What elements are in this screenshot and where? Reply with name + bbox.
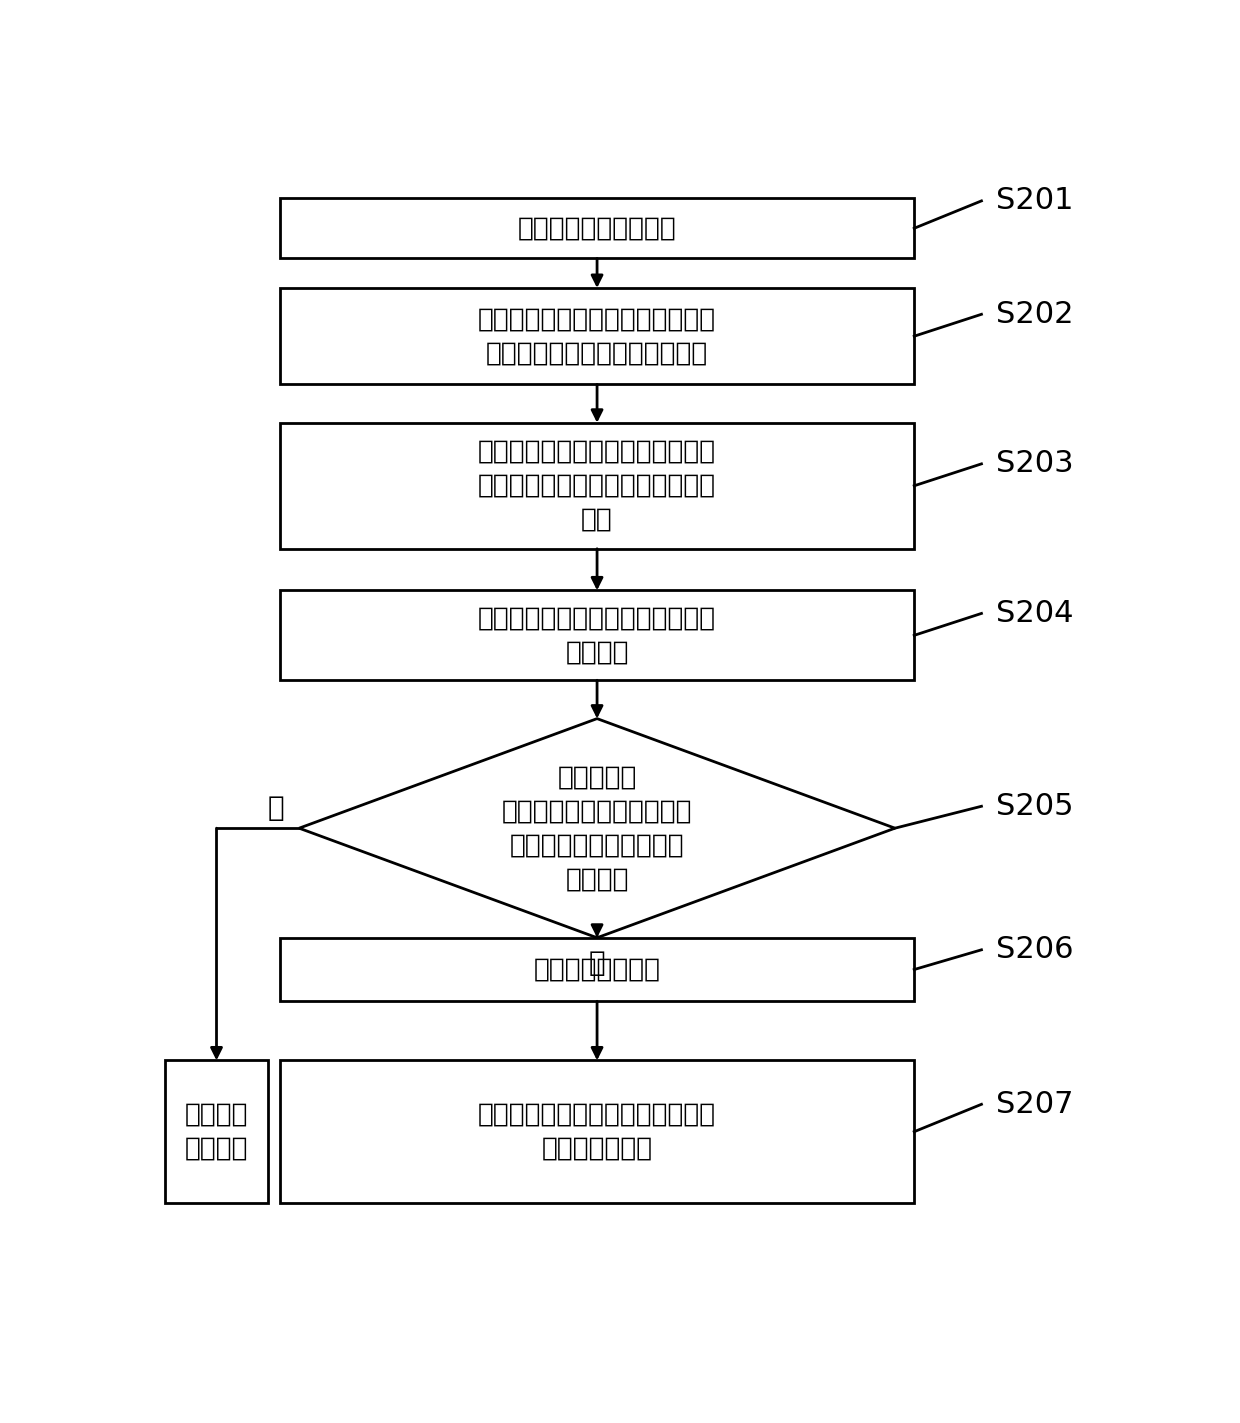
Text: 输出风扇转速异常提示信息，以提
示进行异常修复: 输出风扇转速异常提示信息，以提 示进行异常修复	[477, 1101, 717, 1161]
Bar	[280, 198, 914, 259]
Text: S203: S203	[996, 450, 1074, 478]
Text: S207: S207	[996, 1090, 1074, 1118]
Polygon shape	[299, 719, 895, 938]
Text: 利用中值滤波算法对各采样信号进
行滤波处理，得到处理后风扇转速
数据: 利用中值滤波算法对各采样信号进 行滤波处理，得到处理后风扇转速 数据	[477, 438, 717, 532]
Text: 否: 否	[268, 794, 285, 822]
Bar	[280, 591, 914, 680]
Bar	[280, 1060, 914, 1202]
Text: 获取预存的历史风扇转速数据的转
速平均值: 获取预存的历史风扇转速数据的转 速平均值	[477, 605, 717, 666]
Text: 是: 是	[589, 949, 605, 976]
Text: 确定风扇
转速正常: 确定风扇 转速正常	[185, 1101, 248, 1161]
Text: S205: S205	[996, 791, 1074, 821]
Bar	[280, 423, 914, 549]
Text: S201: S201	[996, 186, 1074, 215]
Text: 接收风扇转速监测请求: 接收风扇转速监测请求	[517, 215, 677, 242]
Text: 判断处理后
风扇转速数据与转速平均值
之间的差值是否超出预设
数值范围: 判断处理后 风扇转速数据与转速平均值 之间的差值是否超出预设 数值范围	[502, 764, 692, 892]
Text: 确定风扇转速异常: 确定风扇转速异常	[533, 956, 661, 982]
Text: 对风扇转速信号进行预设奇数次的
采样，得到预设奇数个采样信号: 对风扇转速信号进行预设奇数次的 采样，得到预设奇数个采样信号	[477, 306, 717, 366]
Bar	[280, 287, 914, 384]
Text: S202: S202	[996, 300, 1074, 329]
Bar	[165, 1060, 268, 1202]
Text: S204: S204	[996, 599, 1074, 628]
Bar	[280, 938, 914, 1002]
Text: S206: S206	[996, 935, 1074, 965]
